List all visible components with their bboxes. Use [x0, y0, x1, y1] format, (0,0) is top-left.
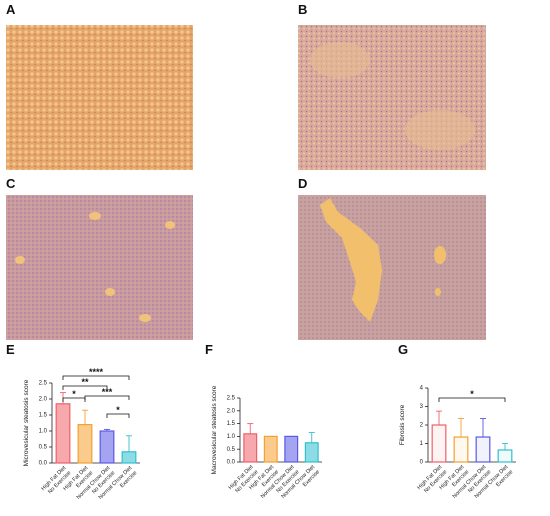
y-tick-label: 2.5	[39, 381, 48, 387]
significance-label: ****	[89, 367, 104, 377]
significance-label: *	[116, 405, 120, 415]
bar	[431, 424, 447, 463]
bar	[243, 433, 258, 463]
significance-label: *	[72, 389, 76, 399]
micrograph	[298, 195, 486, 340]
y-tick-label: 0.0	[227, 460, 236, 466]
y-tick-label: 1	[420, 441, 424, 447]
bar	[284, 435, 299, 463]
panel-label: A	[6, 2, 16, 17]
y-tick-label: 0	[420, 460, 424, 466]
panel-label: B	[298, 2, 307, 17]
significance-bracket	[438, 397, 506, 402]
bar	[77, 424, 93, 464]
bar	[263, 435, 278, 463]
significance-label: **	[81, 377, 89, 387]
y-tick-label: 1.0	[227, 434, 236, 440]
y-tick-label: 0.5	[39, 445, 48, 451]
y-tick-label: 0.0	[39, 461, 48, 467]
y-tick-label: 0.5	[227, 447, 236, 453]
bar	[453, 436, 469, 463]
panel-label: G	[398, 342, 408, 357]
y-tick-label: 2.0	[227, 408, 236, 414]
significance-bracket	[62, 375, 130, 380]
significance-bracket	[84, 395, 130, 400]
y-axis-label: Microvesicular steatosis score	[23, 379, 30, 466]
bar	[55, 403, 71, 464]
bar	[475, 436, 491, 463]
significance-label: *	[470, 389, 474, 399]
y-tick-label: 3	[420, 404, 424, 410]
micrograph	[6, 25, 193, 170]
bar	[497, 449, 513, 463]
y-tick-label: 1.5	[227, 421, 236, 427]
y-tick-label: 4	[420, 386, 424, 392]
y-tick-label: 2.0	[39, 397, 48, 403]
bar	[99, 430, 115, 464]
y-tick-label: 1.5	[39, 413, 48, 419]
panel-label: D	[298, 176, 307, 191]
y-tick-label: 2.5	[227, 396, 236, 402]
y-axis-label: Macrovesicular steatosis score	[211, 385, 218, 474]
y-axis-label: Fibrosis score	[399, 404, 406, 445]
panel-label: C	[6, 176, 16, 191]
bar	[304, 442, 319, 463]
micrograph	[6, 195, 193, 340]
panel-label: F	[205, 342, 213, 357]
significance-bracket	[62, 385, 108, 390]
micrograph	[298, 25, 486, 170]
bar	[121, 451, 137, 464]
panel-label: E	[6, 342, 15, 357]
y-tick-label: 1.0	[39, 429, 48, 435]
y-tick-label: 2	[420, 423, 424, 429]
significance-bracket	[106, 413, 130, 418]
significance-label: ***	[102, 387, 113, 397]
